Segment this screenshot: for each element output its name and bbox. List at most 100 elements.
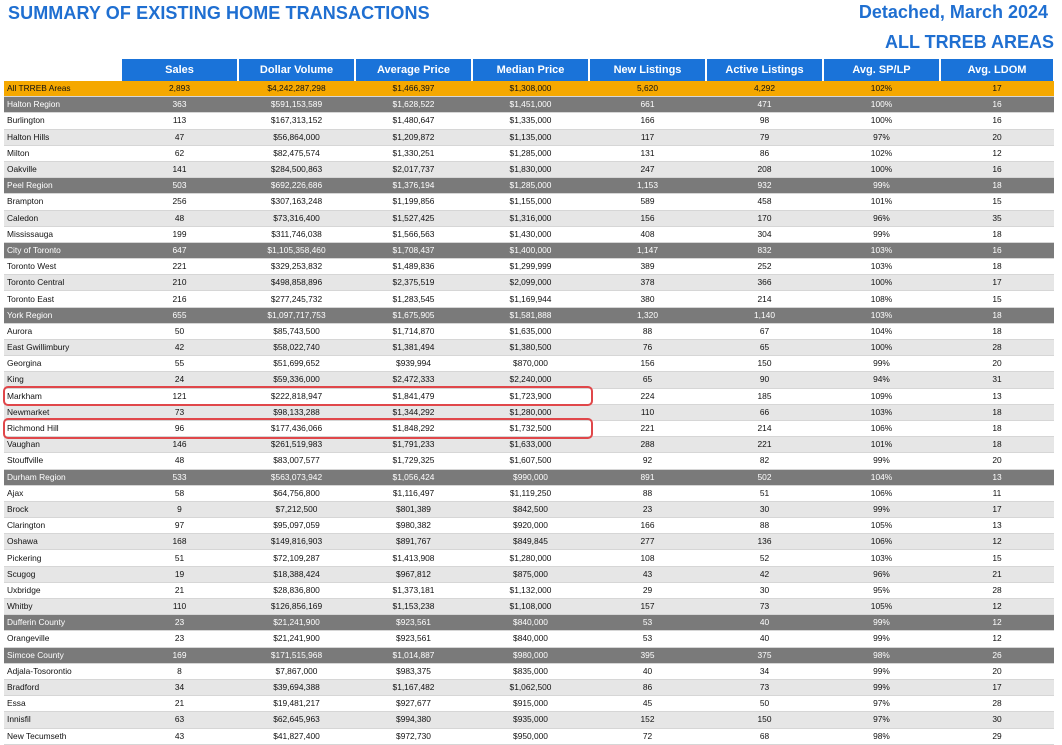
cell-avg-sp-lp: 99% [823,355,940,373]
cell-dollar-volume: $311,746,038 [238,226,355,243]
cell-avg-sp-lp: 95% [823,582,940,600]
cell-median-price: $1,316,000 [472,210,589,227]
cell-avg-ldom: 28 [940,582,1054,600]
table-row: King 24 $59,336,000 $2,472,333 $2,240,000 65 9… [4,371,1054,389]
cell-avg-sp-lp: 105% [823,598,940,616]
cell-sales: 221 [121,258,238,276]
cell-avg-sp-lp: 101% [823,193,940,211]
cell-active-listings: 51 [706,485,823,502]
cell-avg-ldom: 18 [940,226,1054,243]
cell-dollar-volume: $58,022,740 [238,339,355,357]
cell-median-price: $1,335,000 [472,112,589,130]
cell-median-price: $920,000 [472,517,589,535]
cell-avg-sp-lp: 103% [823,404,940,421]
cell-average-price: $1,344,292 [355,404,472,421]
cell-area-name: Essa [4,695,121,713]
cell-dollar-volume: $62,645,963 [238,711,355,729]
cell-avg-ldom: 20 [940,355,1054,373]
cell-sales: 63 [121,711,238,729]
header-sales: Sales [121,59,239,81]
cell-avg-ldom: 11 [940,485,1054,502]
table-row: All TRREB Areas 2,893 $4,242,287,298 $1,466… [4,81,1054,98]
cell-sales: 503 [121,177,238,195]
header-active-listings: Active Listings [706,59,824,81]
cell-dollar-volume: $73,316,400 [238,210,355,227]
cell-sales: 199 [121,226,238,243]
cell-avg-ldom: 17 [940,501,1054,519]
cell-avg-ldom: 20 [940,129,1054,146]
cell-median-price: $1,451,000 [472,96,589,114]
table-row: York Region 655 $1,097,717,753 $1,675,905 $1… [4,307,1054,324]
cell-sales: 168 [121,533,238,551]
cell-average-price: $1,628,522 [355,96,472,114]
cell-avg-ldom: 15 [940,193,1054,211]
cell-avg-ldom: 15 [940,290,1054,308]
cell-avg-ldom: 16 [940,112,1054,130]
cell-active-listings: 1,140 [706,307,823,324]
cell-average-price: $927,677 [355,695,472,713]
cell-average-price: $1,209,872 [355,129,472,146]
cell-median-price: $990,000 [472,469,589,486]
table-row: Oshawa 168 $149,816,903 $891,767 $849,845 277… [4,533,1054,551]
cell-sales: 55 [121,355,238,373]
report-subtitle: Detached, March 2024 [858,2,1048,22]
cell-avg-ldom: 16 [940,242,1054,260]
cell-area-name: Durham Region [4,469,121,486]
cell-dollar-volume: $7,212,500 [238,501,355,519]
cell-new-listings: 29 [589,582,706,600]
report-area: ALL TRREB AREAS [884,32,1054,52]
cell-dollar-volume: $95,097,059 [238,517,355,535]
table-row: Ajax 58 $64,756,800 $1,116,497 $1,119,250 88 5… [4,485,1054,502]
cell-new-listings: 110 [589,404,706,421]
cell-dollar-volume: $19,481,217 [238,695,355,713]
cell-active-listings: 502 [706,469,823,486]
cell-median-price: $915,000 [472,695,589,713]
cell-avg-sp-lp: 102% [823,81,940,98]
cell-dollar-volume: $222,818,947 [238,388,355,405]
cell-dollar-volume: $59,336,000 [238,371,355,389]
cell-median-price: $1,581,888 [472,307,589,324]
header-avg-ldom: Avg. LDOM [940,59,1055,81]
table-row: Whitby 110 $126,856,169 $1,153,238 $1,108,00… [4,598,1054,616]
cell-avg-ldom: 18 [940,258,1054,276]
cell-dollar-volume: $277,245,732 [238,290,355,308]
cell-active-listings: 68 [706,728,823,745]
cell-avg-sp-lp: 102% [823,145,940,162]
cell-sales: 19 [121,566,238,583]
cell-average-price: $1,373,181 [355,582,472,600]
cell-sales: 655 [121,307,238,324]
cell-area-name: King [4,371,121,389]
cell-avg-ldom: 30 [940,711,1054,729]
cell-sales: 110 [121,598,238,616]
cell-avg-sp-lp: 97% [823,695,940,713]
cell-median-price: $875,000 [472,566,589,583]
table-row: Brock 9 $7,212,500 $801,389 $842,500 23 30 99% 1… [4,501,1054,519]
table-row: Uxbridge 21 $28,836,800 $1,373,181 $1,132,00… [4,582,1054,600]
cell-new-listings: 395 [589,647,706,664]
cell-median-price: $835,000 [472,663,589,680]
cell-dollar-volume: $83,007,577 [238,452,355,470]
cell-active-listings: 4,292 [706,81,823,98]
cell-dollar-volume: $1,105,358,460 [238,242,355,260]
cell-median-price: $1,280,000 [472,549,589,567]
cell-new-listings: 76 [589,339,706,357]
cell-active-listings: 73 [706,679,823,697]
cell-avg-sp-lp: 103% [823,549,940,567]
cell-avg-sp-lp: 106% [823,420,940,438]
cell-dollar-volume: $284,500,863 [238,161,355,179]
cell-median-price: $2,099,000 [472,274,589,292]
cell-average-price: $2,375,519 [355,274,472,292]
header-dollar-volume: Dollar Volume [238,59,356,81]
cell-median-price: $840,000 [472,614,589,632]
table-row: Scugog 19 $18,388,424 $967,812 $875,000 43 42 9… [4,566,1054,583]
cell-area-name: Markham [4,388,121,405]
cell-dollar-volume: $329,253,832 [238,258,355,276]
cell-area-name: Innisfil [4,711,121,729]
cell-average-price: $1,199,856 [355,193,472,211]
cell-avg-sp-lp: 100% [823,96,940,114]
table-row: New Tecumseth 43 $41,827,400 $972,730 $950,0… [4,728,1054,745]
table-row: Milton 62 $82,475,574 $1,330,251 $1,285,000 1… [4,145,1054,162]
cell-sales: 58 [121,485,238,502]
cell-sales: 51 [121,549,238,567]
cell-new-listings: 589 [589,193,706,211]
